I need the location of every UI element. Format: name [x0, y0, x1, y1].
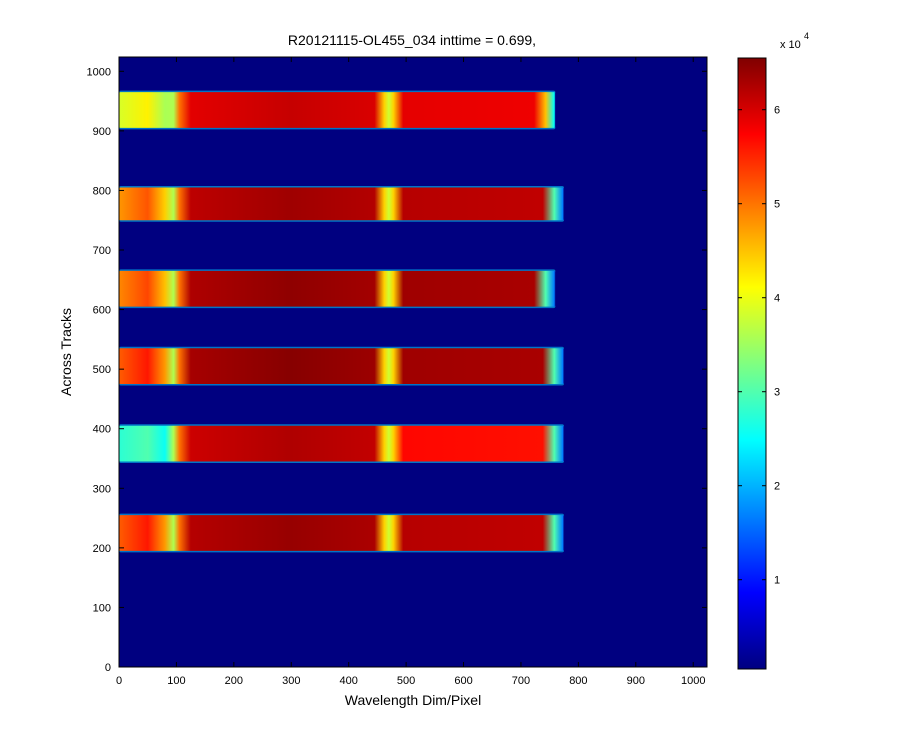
band-5 [119, 515, 565, 551]
band-2 [119, 270, 556, 307]
y-tick-label: 200 [93, 543, 111, 555]
y-tick-label: 400 [93, 424, 111, 436]
band-3 [119, 348, 565, 385]
x-tick-label: 1000 [681, 675, 705, 687]
x-tick-label: 900 [627, 675, 645, 687]
colorbar-tick-label: 5 [774, 199, 780, 211]
colorbar-ticks: 1 2 3 4 5 6 [738, 105, 780, 587]
y-tick-label: 100 [93, 602, 111, 614]
y-tick-label: 800 [93, 185, 111, 197]
colorbar-exponent: 4 [804, 31, 809, 41]
x-tick-label: 0 [116, 675, 122, 687]
colorbar-multiplier: x 10 [780, 39, 801, 51]
plot-frame [118, 56, 708, 668]
colorbar-tick-label: 1 [774, 575, 780, 587]
colorbar-tick-label: 3 [774, 387, 780, 399]
x-tick-label: 300 [282, 675, 300, 687]
y-tick-label: 500 [93, 364, 111, 376]
x-tick-label: 700 [512, 675, 530, 687]
y-tick-label: 0 [105, 662, 111, 674]
colorbar-frame [737, 57, 767, 670]
band-4 [119, 425, 565, 462]
colorbar [738, 58, 766, 669]
y-tick-label: 1000 [87, 66, 111, 78]
colorbar-tick-label: 2 [774, 481, 780, 493]
x-tick-label: 100 [167, 675, 185, 687]
y-axis-label: Across Tracks [58, 308, 74, 396]
x-axis-label: Wavelength Dim/Pixel [345, 692, 481, 708]
y-tick-label: 900 [93, 126, 111, 138]
y-axis: 0 100 200 300 400 500 600 700 800 900 1000 [87, 66, 707, 674]
chart-title: R20121115-OL455_034 inttime = 0.699, [288, 32, 536, 48]
heatmap-bands [119, 90, 565, 553]
x-tick-label: 500 [397, 675, 415, 687]
x-axis: 0 100 200 300 400 500 600 700 800 900 1000 [116, 57, 705, 687]
band-1 [119, 187, 565, 221]
y-tick-label: 600 [93, 305, 111, 317]
y-tick-label: 700 [93, 245, 111, 257]
x-tick-label: 200 [225, 675, 243, 687]
band-0 [119, 92, 556, 128]
colorbar-tick-label: 4 [774, 293, 780, 305]
x-tick-label: 600 [454, 675, 472, 687]
y-tick-label: 300 [93, 483, 111, 495]
x-tick-label: 800 [569, 675, 587, 687]
colorbar-tick-label: 6 [774, 105, 780, 117]
x-tick-label: 400 [340, 675, 358, 687]
